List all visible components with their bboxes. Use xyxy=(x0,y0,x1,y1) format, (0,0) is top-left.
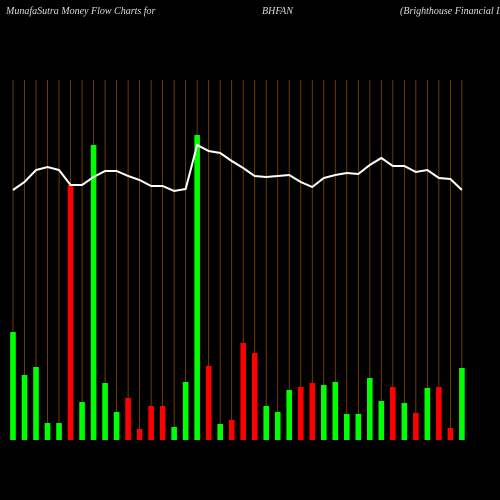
bar xyxy=(56,423,62,440)
bar xyxy=(332,382,339,440)
bar xyxy=(297,387,304,440)
bar xyxy=(436,387,442,440)
company: (Brighthouse Financial Inc xyxy=(400,6,500,17)
bar xyxy=(205,366,212,440)
bar xyxy=(67,185,74,440)
bar xyxy=(44,423,51,440)
bar xyxy=(343,414,350,440)
bar xyxy=(125,398,131,440)
bar xyxy=(390,387,396,440)
bar xyxy=(228,420,235,440)
bar xyxy=(309,383,316,440)
bar xyxy=(378,401,385,440)
symbol: BHFAN xyxy=(262,6,294,17)
bar xyxy=(148,406,154,440)
bar xyxy=(459,368,465,440)
bar xyxy=(21,375,28,440)
bar xyxy=(10,332,16,440)
bar xyxy=(320,385,327,440)
bar xyxy=(401,403,408,440)
bar xyxy=(182,382,189,440)
bar xyxy=(113,412,120,440)
bar xyxy=(159,406,166,440)
bar xyxy=(136,429,143,440)
bar xyxy=(217,424,223,440)
bar xyxy=(102,383,108,440)
bar xyxy=(194,135,200,440)
bar xyxy=(240,343,246,440)
bar xyxy=(171,427,177,440)
bar xyxy=(274,412,281,440)
bar xyxy=(33,367,39,440)
chart-title: MunafaSutra Money Flow Charts for xyxy=(5,6,156,17)
bar xyxy=(367,378,373,440)
bar xyxy=(79,402,85,440)
bar xyxy=(263,406,270,440)
bar xyxy=(413,413,419,440)
bar xyxy=(447,428,454,440)
bar xyxy=(286,390,293,440)
money-flow-line xyxy=(12,143,463,193)
bar xyxy=(355,414,362,440)
bar xyxy=(424,388,431,440)
bar xyxy=(90,145,97,440)
bar xyxy=(251,353,258,440)
